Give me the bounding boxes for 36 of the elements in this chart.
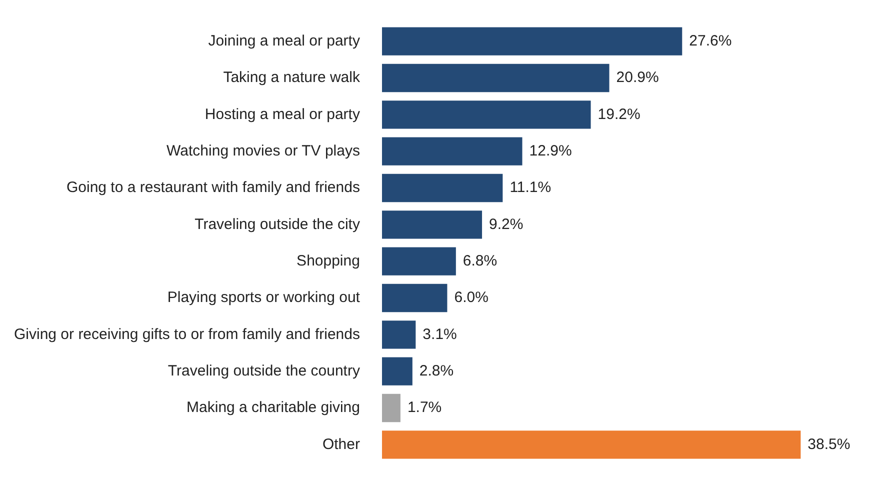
bar (382, 394, 400, 422)
y-tick-label: Making a charitable giving (186, 399, 360, 416)
bar (382, 284, 448, 312)
data-label: 20.9% (616, 69, 659, 86)
bar (382, 357, 412, 386)
y-tick-label: Playing sports or working out (167, 289, 361, 306)
bar (382, 27, 682, 56)
data-label: 3.1% (422, 326, 457, 343)
y-tick-label: Shopping (296, 252, 360, 270)
y-tick-label: Hosting a meal or party (204, 106, 360, 123)
data-label: 6.8% (462, 252, 498, 270)
data-label: 2.8% (419, 362, 454, 380)
y-tick-label: Taking a nature walk (223, 69, 360, 86)
y-tick-label: Other (322, 436, 360, 453)
data-label: 27.6% (689, 32, 732, 50)
bar (382, 320, 416, 349)
data-label: 12.9% (529, 142, 572, 160)
y-tick-label: Traveling outside the city (194, 216, 360, 233)
bar (382, 100, 591, 129)
y-tick-label: Watching movies or TV plays (166, 142, 360, 160)
data-label: 38.5% (808, 436, 850, 453)
data-label: 11.1% (510, 179, 552, 196)
y-tick-label: Joining a meal or party (208, 32, 360, 50)
data-label: 9.2% (489, 216, 524, 233)
data-label: 6.0% (454, 289, 488, 306)
bar (382, 137, 522, 166)
data-label: 19.2% (598, 106, 640, 123)
y-tick-label: Going to a restaurant with family and friends (66, 179, 360, 196)
y-tick-label: Giving or receiving gifts to or from family and friends (14, 326, 360, 343)
bar (382, 247, 456, 276)
bar (382, 430, 801, 459)
bar (382, 174, 503, 202)
bar (382, 210, 482, 239)
y-tick-label: Traveling outside the country (168, 362, 360, 380)
data-label: 1.7% (407, 399, 442, 416)
bar (382, 64, 610, 92)
